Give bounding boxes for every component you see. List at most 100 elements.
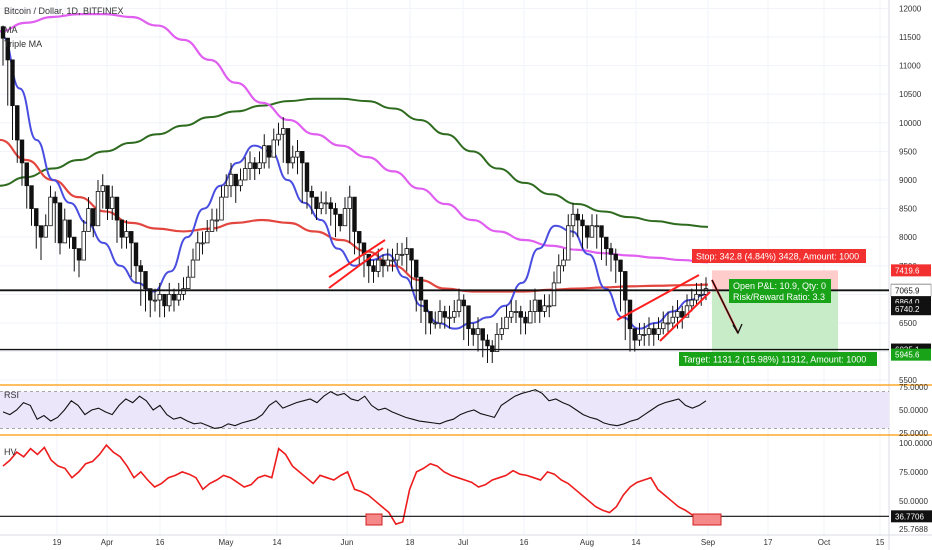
time-tick-label: 17	[764, 538, 773, 547]
candle-body	[228, 173, 234, 187]
candle-body	[447, 316, 452, 319]
candle-body	[171, 293, 177, 301]
chart-title: Bitcoin / Dollar, 1D, BITFINEX	[4, 6, 124, 16]
trend-line	[659, 291, 711, 342]
candle-body	[404, 248, 409, 255]
candle-body	[138, 265, 143, 272]
candle-body	[34, 208, 39, 227]
candle-body	[76, 248, 82, 261]
candle-body	[62, 219, 67, 244]
candle-body	[100, 185, 105, 192]
price-axis[interactable]: 12000 11500 11000 10500 10000 9500 9000 8500 800…	[890, 4, 932, 534]
time-axis[interactable]: 19 Apr 16 May 14 Jun 18 Jul 16 Aug 14 Sep 17 Oct 15	[53, 538, 885, 547]
price-tick-label: 12000	[899, 4, 922, 13]
price-label-tag	[891, 264, 931, 277]
candle-body	[176, 293, 181, 301]
open-pnl-label: Open P&L: 10.9, Qty: 0	[733, 281, 826, 291]
candle-body	[566, 225, 571, 261]
candle-body	[333, 208, 338, 215]
candle-body	[290, 156, 295, 164]
target-label: Target: 1131.2 (15.98%) 11312, Amount: 1…	[683, 355, 866, 365]
candle-body	[556, 265, 561, 284]
hv-line	[2, 443, 707, 526]
candle-body	[285, 128, 291, 164]
time-tick-label: Apr	[101, 538, 114, 547]
candle-body	[342, 208, 348, 227]
candle-body	[224, 185, 229, 198]
candle-body	[243, 168, 248, 181]
candle-body	[29, 185, 34, 209]
candle-body	[309, 191, 314, 198]
trend-line	[616, 274, 700, 321]
candle-body	[181, 288, 186, 295]
candle-body	[395, 253, 400, 261]
time-tick-label: 19	[53, 538, 62, 547]
candle-body	[494, 333, 500, 352]
candle-body	[466, 305, 471, 330]
candle-body	[152, 299, 158, 302]
time-tick-label: 15	[876, 538, 885, 547]
candle-body	[81, 231, 86, 261]
time-tick-label: Jun	[341, 538, 354, 547]
candle-body	[409, 248, 414, 261]
candle-body	[399, 253, 405, 256]
ma-blue-line	[2, 36, 707, 330]
candle-body	[0, 26, 6, 39]
indicator-triple-ma-label[interactable]: Triple MA	[4, 39, 43, 49]
price-label-text: 6740.2	[895, 305, 920, 314]
candle-body	[167, 293, 172, 307]
hv-marker	[692, 513, 722, 526]
candle-body	[670, 316, 675, 324]
candle-body	[608, 248, 614, 255]
hv-title: HV	[4, 447, 17, 457]
time-tick-label: 18	[406, 538, 415, 547]
candle-body	[219, 196, 224, 221]
candle-body	[314, 196, 319, 209]
rsi-tick-label: 75.0000	[899, 383, 928, 392]
candle-body	[461, 299, 466, 307]
price-tick-label: 10500	[899, 90, 922, 99]
candles	[0, 25, 709, 363]
candle-body	[433, 322, 438, 325]
rsi-line	[2, 389, 707, 429]
candle-body	[190, 259, 196, 278]
candle-body	[542, 305, 547, 312]
price-tick-label: 8000	[899, 233, 917, 242]
candle-body	[209, 219, 215, 232]
candle-body	[281, 128, 286, 135]
candle-body	[694, 293, 699, 301]
candle-body	[124, 231, 129, 238]
candle-body	[428, 311, 433, 324]
candle-body	[651, 328, 656, 335]
candle-body	[456, 299, 462, 312]
candle-body	[475, 328, 481, 335]
candle-body	[499, 328, 504, 335]
candle-body	[371, 265, 376, 272]
candle-body	[271, 139, 276, 158]
candle-body	[148, 288, 153, 301]
price-tick-label: 9000	[899, 176, 917, 185]
candle-body	[300, 150, 305, 164]
candle-body	[352, 196, 357, 232]
candle-body	[129, 231, 134, 244]
candle-body	[532, 299, 538, 312]
hv-tick-label: 100.0000	[899, 439, 932, 448]
indicator-ma-label[interactable]: MA	[4, 25, 18, 35]
candle-body	[95, 191, 101, 227]
ma-magenta-line	[0, 13, 709, 264]
candle-body	[257, 162, 262, 169]
candle-body	[632, 328, 637, 341]
trend-lines[interactable]	[328, 239, 743, 342]
candle-body	[471, 328, 476, 335]
hv-tick-label: 50.0000	[899, 497, 928, 506]
candle-body	[385, 259, 390, 267]
price-tick-label: 10000	[899, 119, 922, 128]
candle-body	[114, 196, 120, 221]
candle-body	[143, 271, 148, 290]
candle-body	[53, 196, 58, 204]
candle-body	[72, 236, 77, 250]
candle-body	[238, 179, 243, 187]
candle-body	[604, 236, 609, 250]
candle-body	[637, 333, 642, 341]
